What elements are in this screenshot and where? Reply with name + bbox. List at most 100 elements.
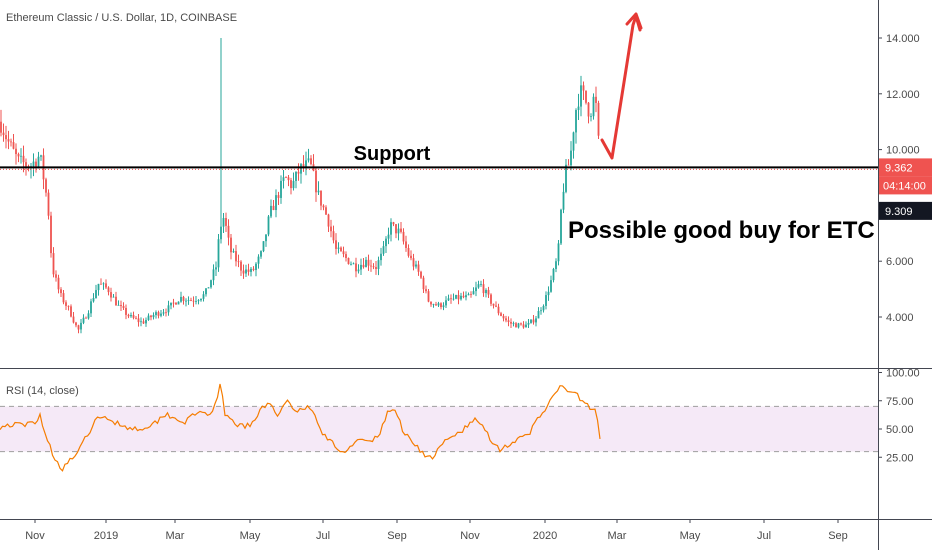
candle-body: [272, 205, 275, 211]
candle-body: [457, 294, 460, 300]
candle-body: [430, 301, 432, 305]
last-price-value: 9.362: [885, 162, 913, 174]
candle-body: [160, 313, 162, 316]
candle-body: [577, 106, 580, 111]
time-tick-label: Sep: [828, 530, 848, 542]
candle-body: [77, 325, 80, 330]
time-tick-label: May: [680, 530, 701, 542]
candle-body: [222, 218, 225, 227]
candle-body: [567, 164, 570, 166]
candle-body: [427, 291, 430, 302]
candle-body: [542, 305, 545, 311]
candle-body: [0, 121, 2, 133]
candle-body: [122, 306, 125, 308]
price-pane: Support Possible good buy for ETC Ethere…: [0, 12, 932, 334]
candle-body: [260, 251, 262, 257]
candle-body: [485, 289, 487, 294]
time-tick-label: 2019: [94, 530, 118, 542]
candle-body: [335, 240, 337, 249]
candle-body: [400, 228, 402, 232]
candle-body: [355, 263, 357, 272]
candle-body: [300, 164, 302, 174]
candle-body: [75, 322, 77, 326]
candle-body: [210, 280, 212, 288]
candle-body: [467, 294, 470, 296]
candle-body: [285, 177, 287, 179]
price-tick-label: 6.000: [886, 256, 914, 268]
candle-body: [380, 253, 382, 261]
candle-body: [315, 170, 317, 193]
candle-body: [360, 264, 362, 270]
candle-body: [565, 164, 567, 192]
candle-body: [165, 312, 167, 314]
candle-body: [560, 209, 562, 244]
candle-body: [492, 303, 495, 306]
candle-body: [90, 301, 92, 314]
candle-body: [340, 247, 342, 252]
candle-body: [375, 267, 377, 270]
price-tick-label: 10.000: [886, 145, 920, 157]
candle-body: [557, 243, 560, 262]
candle-body: [140, 321, 142, 323]
candle-body: [352, 263, 355, 265]
candle-body: [287, 177, 290, 181]
candle-body: [442, 305, 445, 308]
candles: [0, 38, 600, 334]
candle-body: [107, 287, 110, 293]
candle-body: [212, 269, 215, 281]
time-tick-label: Mar: [608, 530, 627, 542]
candle-body: [450, 298, 452, 300]
candle-body: [70, 306, 72, 317]
candle-body: [302, 164, 305, 168]
candle-body: [447, 298, 450, 301]
candle-body: [265, 234, 267, 242]
candle-body: [5, 135, 7, 140]
candle-body: [32, 161, 35, 167]
rsi-axis: 25.00 50.00 75.00 100.00: [878, 368, 920, 464]
candle-body: [490, 294, 492, 304]
candle-body: [297, 171, 300, 174]
candle-body: [60, 289, 62, 294]
candle-body: [92, 298, 95, 302]
candle-body: [182, 296, 185, 301]
candle-body: [530, 319, 532, 323]
candle-body: [487, 289, 490, 295]
candle-body: [187, 300, 190, 301]
candle-body: [180, 296, 182, 302]
candle-body: [280, 180, 282, 198]
candle-body: [537, 310, 540, 319]
candle-body: [235, 251, 237, 262]
candle-body: [62, 293, 65, 303]
candle-body: [257, 256, 260, 264]
candle-body: [345, 254, 347, 258]
candle-body: [452, 298, 455, 300]
candle-body: [460, 295, 462, 300]
candle-body: [410, 255, 412, 259]
rsi-band: [0, 406, 878, 452]
candle-body: [267, 216, 270, 235]
candle-body: [515, 323, 517, 328]
candle-body: [405, 241, 407, 248]
candle-body: [440, 303, 442, 308]
candle-body: [172, 302, 175, 304]
candle-body: [322, 205, 325, 208]
candle-body: [325, 207, 327, 215]
candle-body: [550, 280, 552, 292]
candle-body: [115, 296, 117, 306]
candle-body: [72, 316, 75, 323]
candle-body: [350, 263, 352, 265]
candle-body: [162, 312, 165, 314]
candle-body: [407, 247, 410, 256]
candle-body: [545, 295, 547, 306]
candle-body: [527, 322, 530, 325]
candle-body: [342, 251, 345, 255]
candle-body: [20, 155, 22, 157]
candle-body: [247, 269, 250, 272]
candle-body: [317, 190, 320, 193]
candle-body: [347, 257, 350, 265]
rsi-tick-label: 25.00: [886, 452, 914, 464]
candle-body: [157, 312, 160, 316]
countdown-tag: [879, 176, 932, 195]
candle-body: [532, 319, 535, 323]
candle-body: [120, 305, 122, 307]
